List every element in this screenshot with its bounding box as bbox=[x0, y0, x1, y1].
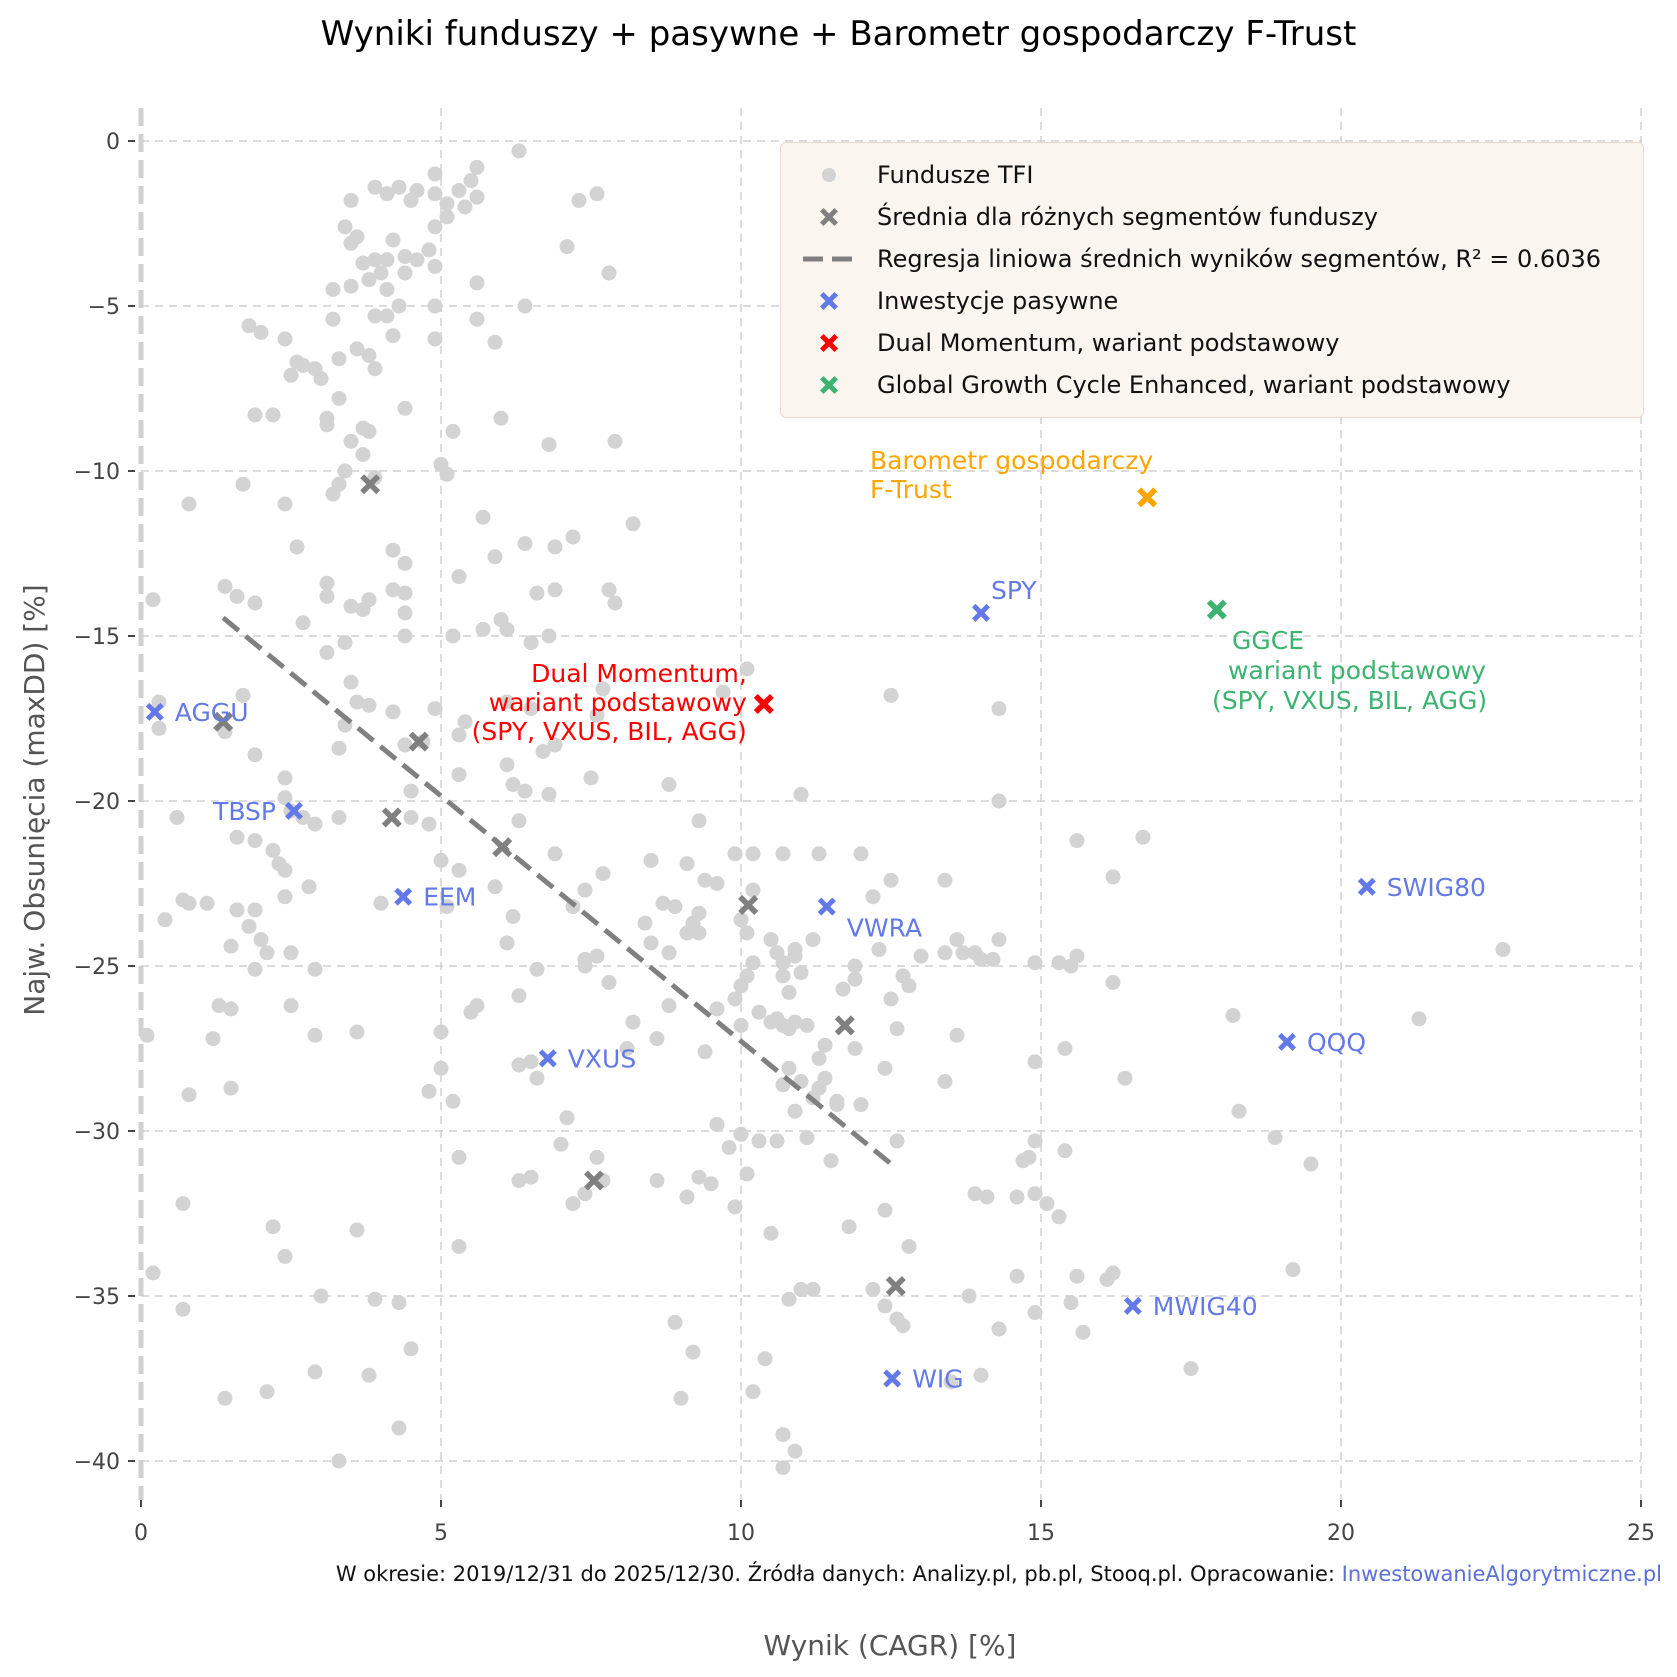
legend-x bbox=[820, 334, 838, 352]
passive-label-spy: SPY bbox=[991, 576, 1037, 605]
segment-average-marker bbox=[381, 807, 402, 828]
x-tick-label: 25 bbox=[1627, 1521, 1655, 1546]
passive-marker-swig80 bbox=[1357, 877, 1376, 896]
passive-label-wig: WIG bbox=[912, 1365, 963, 1394]
legend-x bbox=[820, 208, 838, 226]
segment-average-marker bbox=[213, 711, 234, 732]
passive-investments: AGGU TBSP EEM VXUS VWRA SPY SWIG80 QQQ MWIG40 WIG bbox=[145, 576, 1486, 1394]
y-axis-label: Najw. Obsunięcia (maxDD) [%] bbox=[18, 584, 51, 1015]
passive-marker-vxus bbox=[538, 1049, 557, 1068]
chart-title: Wyniki funduszy + pasywne + Barometr gos… bbox=[320, 14, 1357, 54]
x-tick-label: 0 bbox=[134, 1521, 148, 1546]
y-tick-label: −25 bbox=[74, 955, 120, 980]
footer-brand-link[interactable]: InwestowanieAlgorytmiczne.pl bbox=[1341, 1562, 1662, 1586]
passive-marker-wig bbox=[883, 1369, 902, 1388]
passive-marker-vwra bbox=[817, 897, 836, 916]
y-tick-label: −20 bbox=[74, 790, 120, 815]
footer-note: W okresie: 2019/12/31 do 2025/12/30. Źró… bbox=[0, 1562, 1662, 1586]
legend-item: Regresja liniowa średnich wyników segmen… bbox=[781, 239, 1601, 279]
y-tick-label: −15 bbox=[74, 625, 120, 650]
x-tick-label: 10 bbox=[727, 1521, 755, 1546]
footer-text: W okresie: 2019/12/31 do 2025/12/30. Źró… bbox=[335, 1562, 1342, 1586]
legend-x bbox=[820, 292, 838, 310]
passive-label-vxus: VXUS bbox=[568, 1044, 636, 1073]
x-marker-icon bbox=[781, 289, 877, 313]
passive-marker-spy bbox=[972, 603, 990, 622]
legend-item: Inwestycje pasywne bbox=[781, 281, 1118, 321]
passive-label-swig80: SWIG80 bbox=[1387, 873, 1486, 902]
passive-marker-qqq bbox=[1278, 1032, 1296, 1051]
legend: Fundusze TFI Średnia dla różnych segmentó… bbox=[780, 142, 1644, 418]
legend-label: Średnia dla różnych segmentów funduszy bbox=[877, 203, 1378, 231]
passive-marker-mwig40 bbox=[1123, 1296, 1142, 1315]
passive-label-qqq: QQQ bbox=[1307, 1028, 1366, 1057]
segment-average-marker bbox=[738, 894, 759, 915]
passive-marker-aggu bbox=[145, 702, 164, 721]
y-tick-label: −30 bbox=[74, 1120, 120, 1145]
x-marker-icon bbox=[781, 331, 877, 355]
ggce-marker bbox=[1206, 599, 1227, 620]
legend-label: Global Growth Cycle Enhanced, wariant po… bbox=[877, 371, 1511, 399]
x-tick-label: 15 bbox=[1027, 1521, 1055, 1546]
x-tick-label: 20 bbox=[1327, 1521, 1355, 1546]
dashed-line-icon bbox=[781, 247, 877, 271]
legend-item: Global Growth Cycle Enhanced, wariant po… bbox=[781, 365, 1511, 405]
legend-label: Inwestycje pasywne bbox=[877, 287, 1119, 315]
segment-average-marker bbox=[492, 837, 513, 858]
y-tick-label: −5 bbox=[88, 295, 120, 320]
passive-marker-eem bbox=[394, 887, 413, 906]
y-tick-label: −35 bbox=[74, 1285, 120, 1310]
segment-average-marker bbox=[360, 474, 381, 495]
x-tick-label: 5 bbox=[434, 1521, 448, 1546]
ftrust-barometer-marker bbox=[1137, 487, 1158, 508]
passive-label-aggu: AGGU bbox=[175, 698, 249, 727]
y-tick-label: −10 bbox=[74, 460, 120, 485]
dot-icon bbox=[781, 163, 877, 187]
segment-average-marker bbox=[584, 1170, 604, 1191]
tfi-funds-points bbox=[139, 143, 1511, 1476]
passive-marker-tbsp bbox=[285, 801, 303, 820]
legend-item: Średnia dla różnych segmentów funduszy bbox=[781, 197, 1378, 237]
segment-average-marker bbox=[885, 1276, 906, 1297]
legend-item: Fundusze TFI bbox=[781, 155, 1033, 195]
legend-x bbox=[820, 376, 838, 394]
y-tick-label: −40 bbox=[74, 1450, 120, 1475]
segment-averages bbox=[213, 474, 906, 1297]
dual-momentum-label: Dual Momentum, wariant podstawowy (SPY, VX… bbox=[472, 659, 747, 746]
axis-ticks: 0 5 10 15 20 25 0 −5 −10 −15 −20 −25 −30 −35 −40 bbox=[74, 130, 1655, 1546]
passive-label-vwra: VWRA bbox=[847, 914, 922, 943]
x-marker-icon bbox=[781, 373, 877, 397]
passive-label-eem: EEM bbox=[423, 883, 476, 912]
passive-label-tbsp: TBSP bbox=[212, 797, 276, 826]
x-axis-label: Wynik (CAGR) [%] bbox=[764, 1629, 1017, 1662]
dual-momentum-marker bbox=[753, 693, 774, 714]
legend-item: Dual Momentum, wariant podstawowy bbox=[781, 323, 1339, 363]
ftrust-barometer-label: Barometr gospodarczy F-Trust bbox=[870, 446, 1153, 504]
passive-label-mwig40: MWIG40 bbox=[1153, 1292, 1258, 1321]
ggce-label: GGCE wariant podstawowy (SPY, VXUS, BIL, A… bbox=[1212, 626, 1487, 715]
segment-average-marker bbox=[408, 731, 429, 752]
y-tick-label: 0 bbox=[106, 130, 120, 155]
legend-label: Dual Momentum, wariant podstawowy bbox=[877, 329, 1340, 357]
segment-average-marker bbox=[834, 1015, 855, 1036]
x-marker-icon bbox=[781, 205, 877, 229]
legend-label: Fundusze TFI bbox=[877, 161, 1034, 189]
legend-label: Regresja liniowa średnich wyników segmen… bbox=[877, 245, 1602, 273]
